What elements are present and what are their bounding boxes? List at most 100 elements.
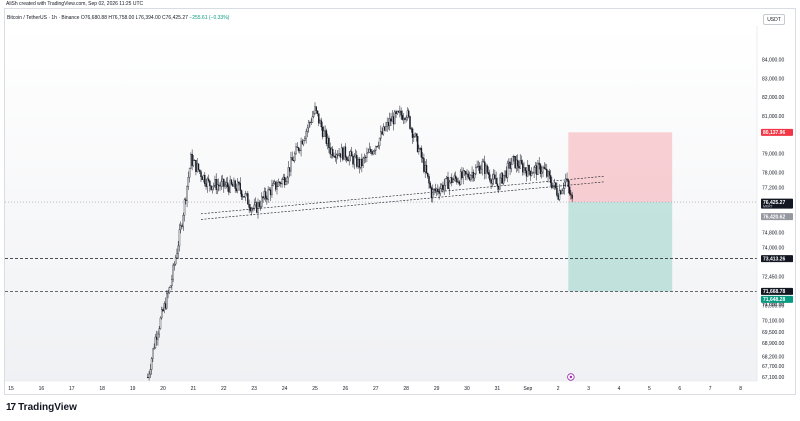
candle-body bbox=[492, 174, 495, 180]
candle-body bbox=[567, 179, 570, 188]
candle-body bbox=[347, 159, 349, 162]
candle-body bbox=[480, 168, 482, 174]
candle-body bbox=[258, 202, 260, 207]
candle-body bbox=[272, 183, 274, 186]
candle-body bbox=[427, 172, 429, 177]
candle-body bbox=[494, 174, 496, 179]
candle-body bbox=[226, 182, 229, 188]
candle-body bbox=[377, 145, 380, 147]
candle-body bbox=[318, 113, 320, 124]
time-tick-label: 8 bbox=[739, 386, 742, 392]
time-tick-label: 24 bbox=[282, 386, 288, 392]
candle-body bbox=[394, 111, 396, 125]
candle-body bbox=[359, 158, 362, 168]
candle-body bbox=[328, 137, 330, 148]
candle-body bbox=[497, 185, 500, 190]
candle-body bbox=[423, 158, 425, 172]
candle-body bbox=[429, 183, 431, 188]
candle-body bbox=[542, 166, 544, 173]
trendline bbox=[200, 175, 604, 215]
currency-button[interactable]: USDT bbox=[763, 14, 785, 25]
candle-body bbox=[468, 177, 471, 180]
candle-body bbox=[467, 173, 469, 178]
time-tick-label: 4 bbox=[618, 386, 621, 392]
candle-body bbox=[254, 202, 257, 206]
time-tick-label: 26 bbox=[343, 386, 349, 392]
candle-body bbox=[476, 166, 478, 168]
candle-body bbox=[152, 348, 154, 359]
candle-body bbox=[309, 122, 311, 124]
candle-body bbox=[518, 166, 520, 169]
candle-body bbox=[395, 111, 397, 114]
candle-body bbox=[532, 172, 534, 174]
tradingview-logo[interactable]: 17 TradingView bbox=[6, 402, 77, 413]
symbol-name[interactable]: Bitcoin / TetherUS · 1h · Binance bbox=[7, 15, 80, 21]
candle-body bbox=[342, 147, 344, 160]
price-tick-label: 67,100.00 bbox=[762, 375, 784, 381]
candle-body bbox=[565, 178, 567, 183]
candle-body bbox=[413, 136, 415, 138]
candle-body bbox=[196, 163, 198, 172]
candle-body bbox=[461, 171, 463, 178]
candle-body bbox=[364, 156, 367, 158]
candle-body bbox=[357, 159, 359, 167]
trendline bbox=[200, 181, 604, 220]
candle-body bbox=[516, 159, 519, 167]
candle-body bbox=[420, 148, 423, 158]
price-tick-label: 70,900.00 bbox=[762, 304, 784, 310]
candle-body bbox=[334, 156, 336, 158]
candle-body bbox=[391, 116, 393, 122]
candle-body bbox=[166, 293, 168, 309]
candle-body bbox=[500, 173, 502, 179]
price-tick-label: 67,700.00 bbox=[762, 364, 784, 370]
candle-body bbox=[315, 106, 317, 111]
candle-body bbox=[212, 185, 215, 187]
candle-body bbox=[404, 118, 406, 120]
candle-body bbox=[304, 137, 306, 141]
candle-body bbox=[177, 245, 179, 254]
chart-frame[interactable] bbox=[4, 8, 796, 395]
candle-body bbox=[568, 186, 571, 194]
candle-body bbox=[387, 122, 390, 127]
candle-body bbox=[361, 158, 363, 166]
candle-body bbox=[291, 157, 293, 161]
candle-body bbox=[256, 202, 258, 213]
candle-body bbox=[399, 110, 401, 113]
candle-body bbox=[470, 175, 472, 180]
candle-body bbox=[405, 117, 407, 120]
candle-body bbox=[397, 111, 400, 113]
tv-logo-icon: 17 bbox=[6, 402, 16, 413]
candle-body bbox=[191, 153, 193, 166]
candle-body bbox=[452, 179, 454, 183]
candle-body bbox=[306, 127, 309, 132]
price-tick-label: 72,450.00 bbox=[762, 275, 784, 281]
candle-body bbox=[339, 153, 342, 158]
candle-body bbox=[316, 110, 319, 114]
candle-body bbox=[164, 303, 167, 309]
candle-body bbox=[277, 181, 279, 187]
candle-body bbox=[444, 178, 447, 186]
candle-body bbox=[174, 257, 177, 265]
candle-body bbox=[273, 181, 276, 184]
candle-body bbox=[358, 159, 361, 168]
candle-body bbox=[295, 146, 297, 155]
candle-body bbox=[506, 162, 509, 178]
candle-body bbox=[183, 199, 186, 216]
candle-body bbox=[221, 178, 224, 182]
candle-body bbox=[163, 303, 165, 312]
candle-body bbox=[465, 171, 467, 175]
candle-body bbox=[449, 177, 452, 183]
candle-body bbox=[182, 215, 184, 227]
price-change: −255.61 (−0.33%) bbox=[189, 15, 230, 21]
candle-body bbox=[239, 183, 241, 191]
candle-body bbox=[348, 155, 350, 162]
candle-body bbox=[176, 253, 178, 258]
candle-body bbox=[501, 173, 504, 184]
candle-body bbox=[446, 176, 448, 179]
time-tick-label: 16 bbox=[39, 386, 45, 392]
event-marker-dot bbox=[569, 375, 573, 379]
candle-body bbox=[168, 287, 171, 293]
price-tag-label: 71,668.78 bbox=[763, 289, 785, 295]
candle-body bbox=[530, 173, 533, 176]
